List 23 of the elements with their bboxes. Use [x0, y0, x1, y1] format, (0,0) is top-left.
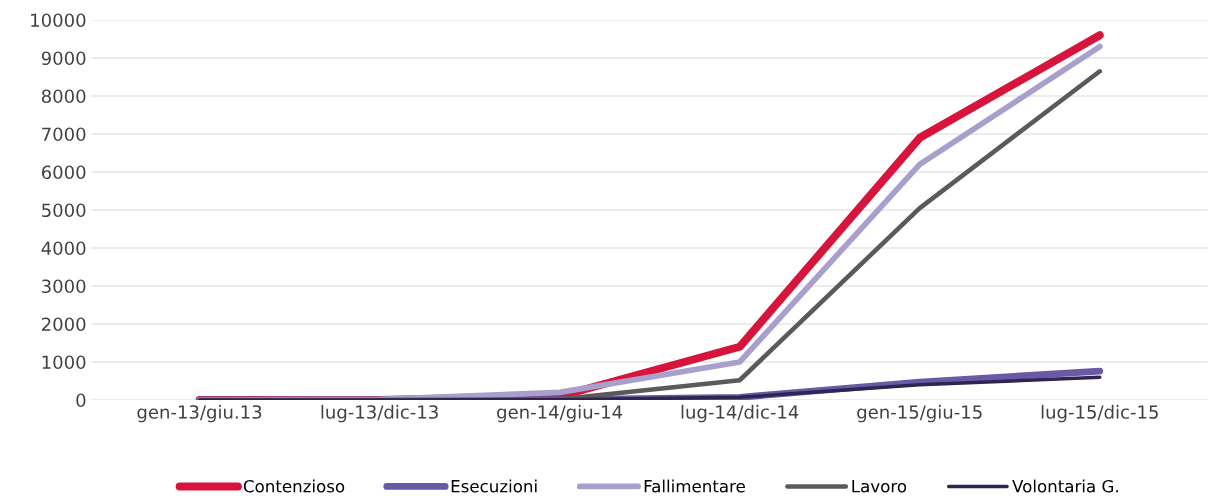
- legend-label: Lavoro: [852, 480, 907, 493]
- y-tick-label: 7000: [42, 127, 86, 142]
- x-tick-label: gen-15/giu-15: [857, 404, 982, 423]
- legend-label: Esecuzioni: [451, 479, 537, 493]
- line-series: [197, 375, 1102, 400]
- x-tick-label: gen-14/giu-14: [497, 404, 623, 423]
- x-tick-label: lug-14/dic-14: [681, 404, 799, 423]
- y-tick-label: 8000: [41, 89, 86, 104]
- y-tick-label: 3000: [42, 279, 86, 294]
- x-tick-label: lug-13/dic-13: [321, 404, 438, 423]
- y-tick-label: 0: [76, 393, 86, 408]
- y-tick-label: 10000: [31, 13, 86, 28]
- x-tick-label: lug-15/dic-15: [1041, 404, 1158, 423]
- legend-label: Volontaria G.: [1012, 479, 1118, 493]
- y-tick-label: 1000: [42, 355, 86, 370]
- legend-label: Contenzioso: [243, 479, 345, 493]
- y-tick-label: 2000: [42, 317, 86, 332]
- y-tick-label: 4000: [41, 241, 86, 256]
- x-tick-label: gen-13/giu.13: [137, 404, 262, 423]
- legend-label: Fallimentare: [644, 479, 745, 493]
- y-tick-label: 5000: [42, 203, 86, 218]
- y-tick-label: 9000: [41, 51, 86, 66]
- y-tick-label: 6000: [41, 165, 86, 180]
